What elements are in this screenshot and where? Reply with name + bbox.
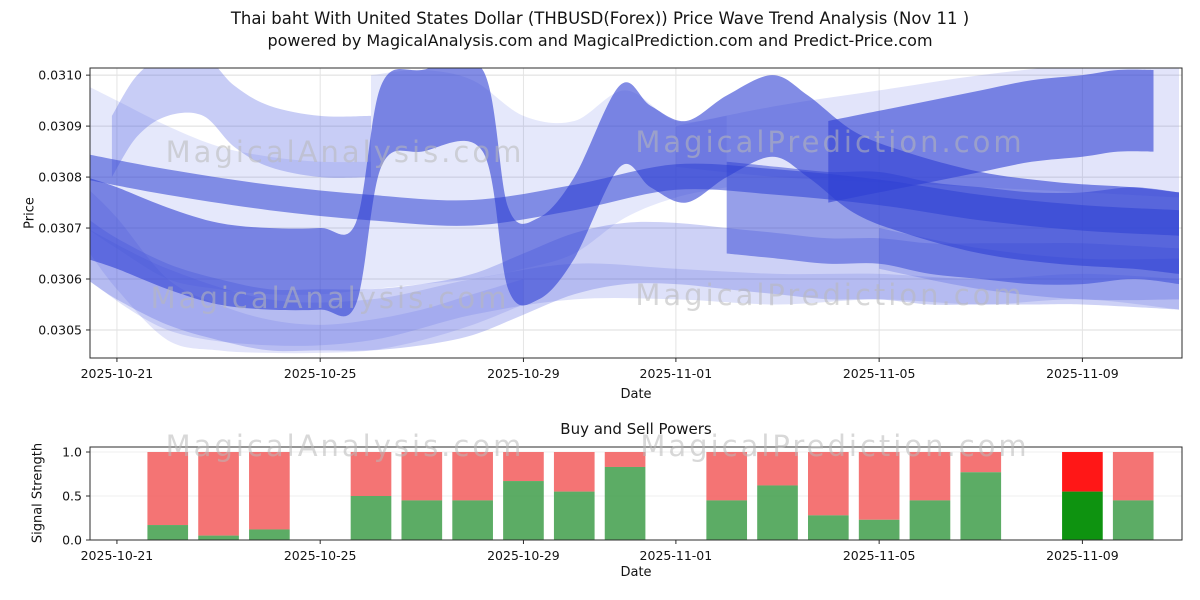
price-xaxis-label: Date — [620, 387, 652, 402]
svg-text:0.0308: 0.0308 — [38, 170, 82, 185]
svg-text:2025-11-05: 2025-11-05 — [843, 366, 916, 381]
svg-text:2025-11-05: 2025-11-05 — [843, 548, 916, 563]
page-subtitle: powered by MagicalAnalysis.com and Magic… — [267, 31, 933, 50]
price-yaxis-label: Price — [22, 197, 38, 229]
svg-text:0.0306: 0.0306 — [38, 272, 82, 287]
svg-text:0.5: 0.5 — [62, 489, 82, 504]
signal-yaxis-label: Signal Strength — [30, 442, 46, 544]
svg-text:0.0307: 0.0307 — [38, 221, 82, 236]
svg-text:2025-11-09: 2025-11-09 — [1046, 548, 1119, 563]
svg-text:2025-10-21: 2025-10-21 — [81, 366, 154, 381]
svg-text:0.0: 0.0 — [62, 533, 82, 548]
signal-xaxis-label: Date — [620, 565, 652, 580]
signal-chart-title: Buy and Sell Powers — [560, 420, 712, 438]
svg-text:0.0309: 0.0309 — [38, 119, 82, 134]
svg-text:2025-10-21: 2025-10-21 — [81, 548, 154, 563]
svg-text:1.0: 1.0 — [62, 445, 82, 460]
svg-text:2025-10-25: 2025-10-25 — [284, 366, 357, 381]
svg-text:2025-11-01: 2025-11-01 — [640, 366, 713, 381]
svg-text:2025-11-01: 2025-11-01 — [640, 548, 713, 563]
svg-text:0.0310: 0.0310 — [38, 68, 82, 83]
svg-text:2025-11-09: 2025-11-09 — [1046, 366, 1119, 381]
svg-text:2025-10-25: 2025-10-25 — [284, 548, 357, 563]
svg-text:0.0305: 0.0305 — [38, 322, 82, 337]
page-title: Thai baht With United States Dollar (THB… — [230, 9, 970, 28]
svg-text:2025-10-29: 2025-10-29 — [487, 548, 560, 563]
svg-text:2025-10-29: 2025-10-29 — [487, 366, 560, 381]
